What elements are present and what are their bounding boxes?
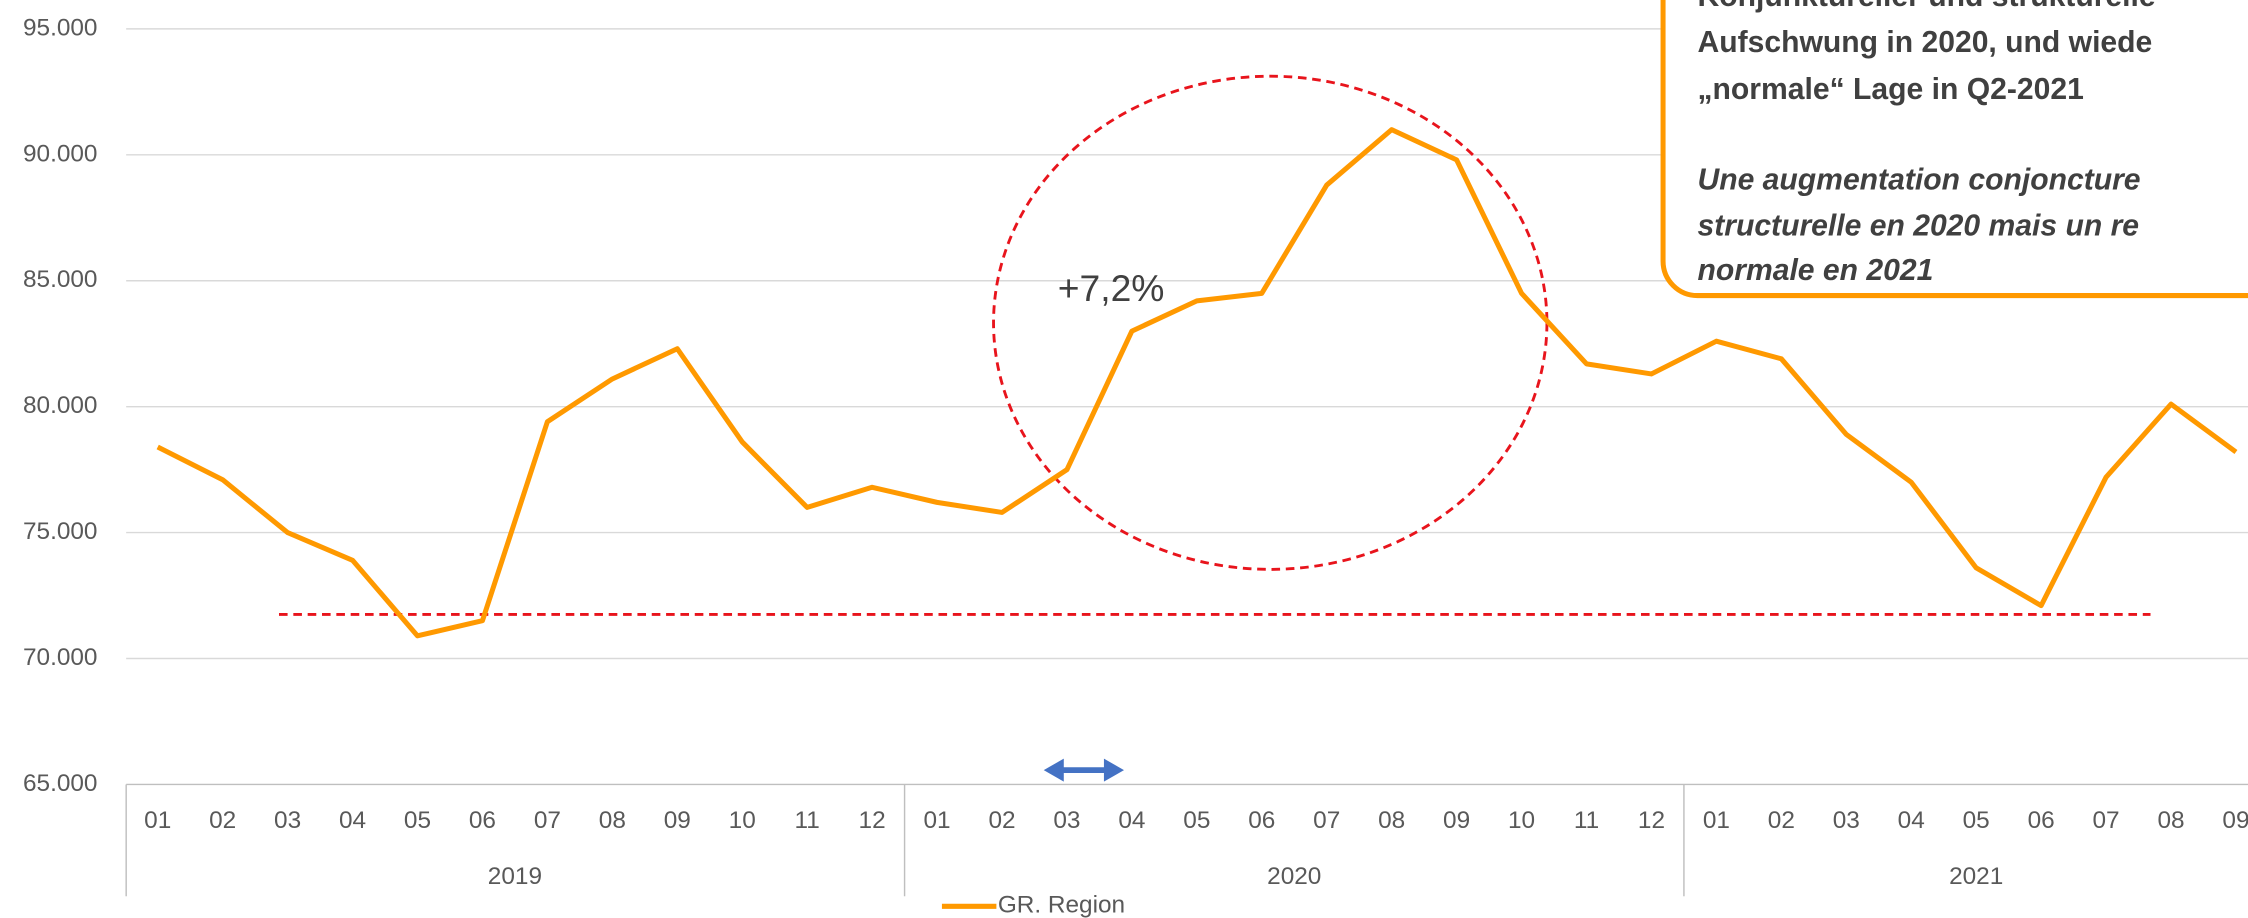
highlight-ellipse <box>992 74 1549 571</box>
callout: Konjunktureller und strukturelle Aufschw… <box>1660 0 2248 299</box>
x-tick-label: 08 <box>1378 807 1405 834</box>
x-tick-label: 12 <box>859 807 886 834</box>
x-tick-label: 09 <box>1443 807 1470 834</box>
callout-line: normale en 2021 <box>1697 254 1933 287</box>
x-tick-label: 02 <box>209 807 236 834</box>
x-tick-label: 04 <box>1898 807 1925 834</box>
x-tick-label: 05 <box>1183 807 1210 834</box>
x-tick-label: 03 <box>1833 807 1860 834</box>
x-tick-label: 05 <box>404 807 431 834</box>
x-tick-label: 11 <box>795 807 820 834</box>
year-label: 2020 <box>1267 863 1321 890</box>
x-tick-label: 02 <box>988 807 1015 834</box>
x-tick-label: 07 <box>534 807 561 834</box>
x-tick-label: 03 <box>1053 807 1080 834</box>
legend-label: GR. Region <box>998 892 1125 918</box>
x-tick-label: 02 <box>1768 807 1795 834</box>
callout-box <box>1660 0 2248 299</box>
y-tick-label: 90.000 <box>23 140 98 167</box>
annotation: +7,2% <box>1058 267 1165 309</box>
year-label: 2021 <box>1949 863 2003 890</box>
y-tick-label: 70.000 <box>23 644 98 671</box>
callout-line: Une augmentation conjoncture <box>1697 163 2140 196</box>
x-tick-label: 08 <box>599 807 626 834</box>
x-tick-label: 11 <box>1574 807 1599 834</box>
y-tick-label: 95.000 <box>23 14 98 41</box>
x-tick-label: 10 <box>729 807 756 834</box>
callout-line: „normale“ Lage in Q2-2021 <box>1697 73 2083 106</box>
x-tick-label: 04 <box>1118 807 1145 834</box>
x-tick-label: 09 <box>664 807 691 834</box>
x-tick-label: 10 <box>1508 807 1535 834</box>
year-label: 2019 <box>488 863 542 890</box>
y-tick-label: 85.000 <box>23 266 98 293</box>
callout-line: structurelle en 2020 mais un re <box>1697 209 2139 242</box>
y-tick-label: 65.000 <box>23 770 98 797</box>
x-tick-label: 06 <box>469 807 496 834</box>
x-tick-label: 05 <box>1963 807 1990 834</box>
y-tick-label: 80.000 <box>23 392 98 419</box>
data-line <box>156 127 2238 639</box>
x-tick-label: 01 <box>1703 807 1730 834</box>
x-tick-label: 09 <box>2222 807 2248 834</box>
x-tick-label: 06 <box>2028 807 2055 834</box>
callout-line: Konjunktureller und strukturelle <box>1697 0 2155 13</box>
callout-line: Aufschwung in 2020, und wiede <box>1697 26 2152 59</box>
x-tick-label: 03 <box>274 807 301 834</box>
x-tick-label: 12 <box>1638 807 1665 834</box>
x-tick-label: 07 <box>1313 807 1340 834</box>
x-tick-label: 07 <box>2093 807 2120 834</box>
x-tick-label: 01 <box>144 807 171 834</box>
x-tick-label: 01 <box>923 807 950 834</box>
period-arrow <box>1043 758 1124 782</box>
x-tick-label: 04 <box>339 807 366 834</box>
x-tick-label: 06 <box>1248 807 1275 834</box>
x-tick-label: 08 <box>2157 807 2184 834</box>
y-tick-label: 75.000 <box>23 518 98 545</box>
